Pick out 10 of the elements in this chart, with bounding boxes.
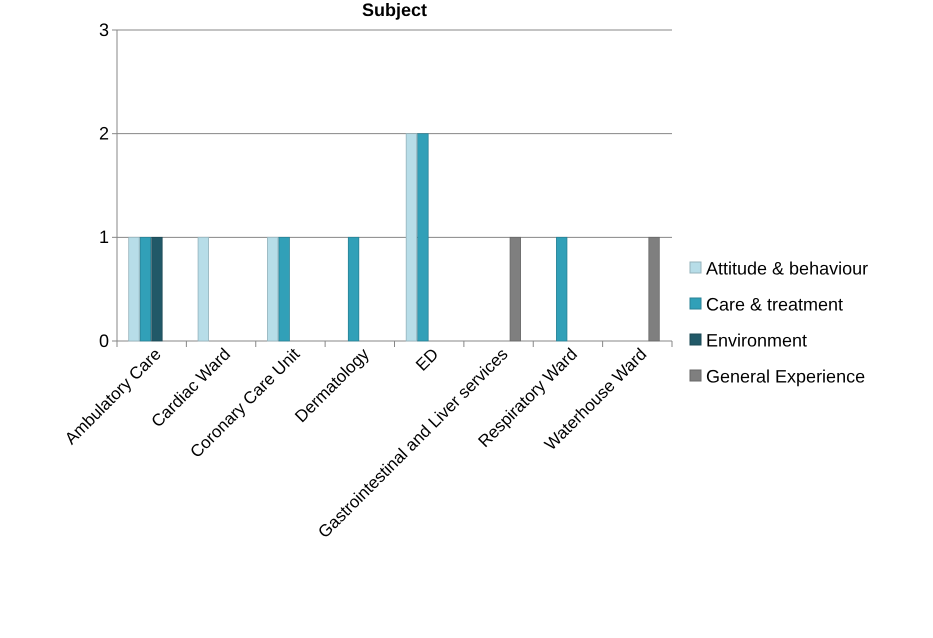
y-tick-label: 0 [98, 330, 109, 351]
legend-label: General Experience [706, 366, 866, 386]
x-tick-label: ED [412, 344, 442, 375]
legend-label: Care & treatment [706, 294, 844, 314]
chart-title: Subject [362, 0, 428, 20]
legend-label: Environment [706, 330, 808, 350]
y-tick-label: 1 [98, 227, 109, 248]
legend-label: Attitude & behaviour [706, 258, 868, 278]
y-tick-label: 3 [98, 20, 109, 40]
y-tick-label: 2 [98, 123, 109, 144]
